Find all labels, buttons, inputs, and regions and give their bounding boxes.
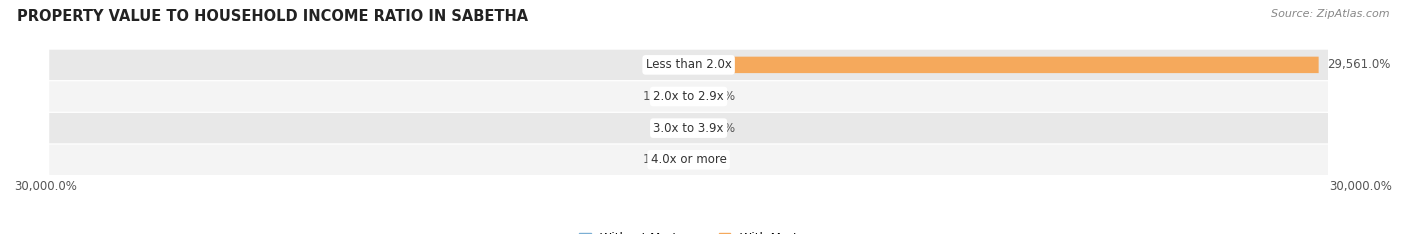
Text: 8.0%: 8.0%: [651, 122, 681, 135]
Text: 18.6%: 18.6%: [643, 90, 679, 103]
Text: 34.8%: 34.8%: [697, 122, 735, 135]
Text: 3.0x to 3.9x: 3.0x to 3.9x: [654, 122, 724, 135]
FancyBboxPatch shape: [689, 57, 1319, 73]
Text: PROPERTY VALUE TO HOUSEHOLD INCOME RATIO IN SABETHA: PROPERTY VALUE TO HOUSEHOLD INCOME RATIO…: [17, 9, 529, 24]
Text: Source: ZipAtlas.com: Source: ZipAtlas.com: [1271, 9, 1389, 19]
Text: 4.0x or more: 4.0x or more: [651, 153, 727, 166]
Text: 29,561.0%: 29,561.0%: [1327, 58, 1391, 71]
FancyBboxPatch shape: [49, 50, 1329, 80]
FancyBboxPatch shape: [49, 81, 1329, 112]
FancyBboxPatch shape: [49, 113, 1329, 143]
Text: 18.0%: 18.0%: [643, 153, 679, 166]
Text: 30,000.0%: 30,000.0%: [14, 180, 77, 193]
Text: 3.0%: 3.0%: [697, 153, 727, 166]
Legend: Without Mortgage, With Mortgage: Without Mortgage, With Mortgage: [574, 227, 832, 234]
Text: 55.4%: 55.4%: [641, 58, 679, 71]
Text: 30,000.0%: 30,000.0%: [1329, 180, 1392, 193]
Text: 59.5%: 59.5%: [699, 90, 735, 103]
Text: 2.0x to 2.9x: 2.0x to 2.9x: [654, 90, 724, 103]
FancyBboxPatch shape: [49, 145, 1329, 175]
Text: Less than 2.0x: Less than 2.0x: [645, 58, 731, 71]
